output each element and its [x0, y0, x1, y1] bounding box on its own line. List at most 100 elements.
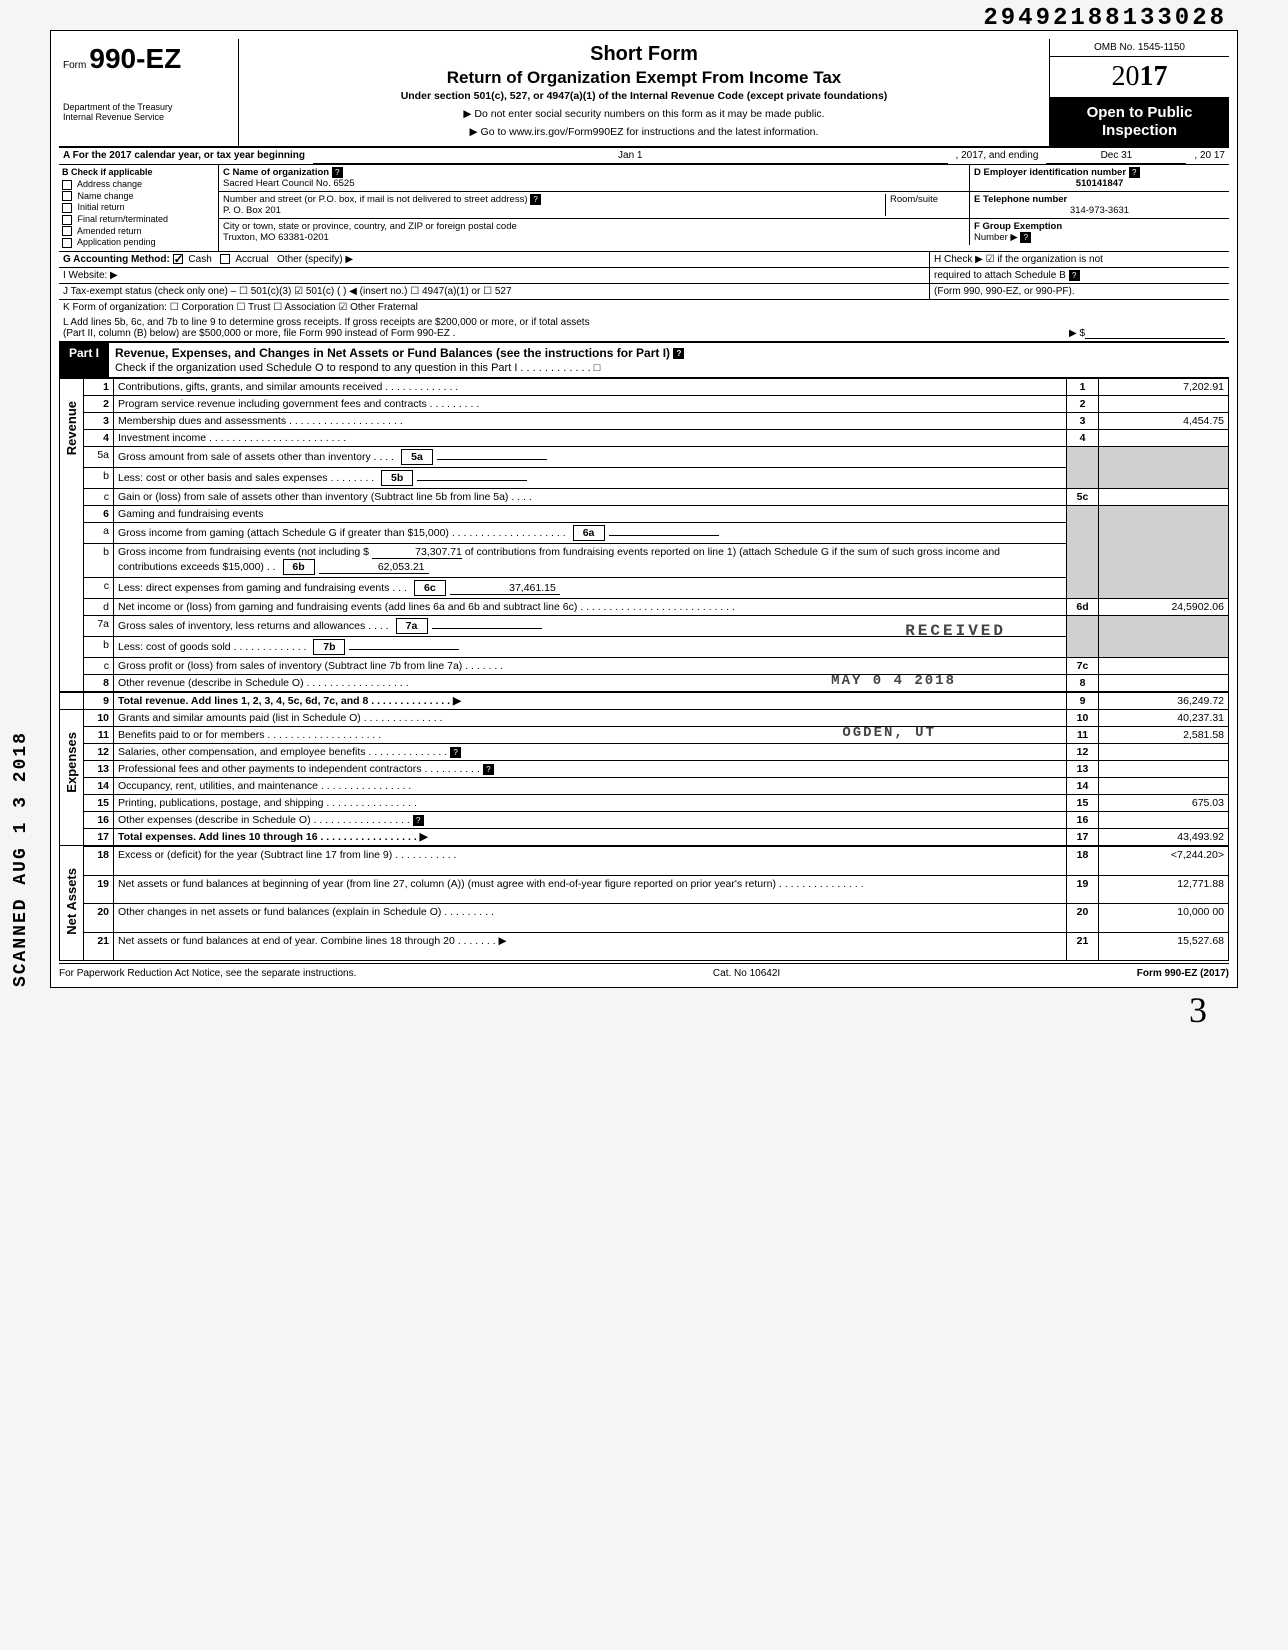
city-value: Truxton, MO 63381-0201	[223, 232, 329, 243]
help-icon[interactable]: ?	[673, 348, 684, 359]
line-k: K Form of organization: ☐ Corporation ☐ …	[59, 300, 1229, 315]
table-row: 16 Other expenses (describe in Schedule …	[60, 811, 1229, 828]
table-row: 3 Membership dues and assessments . . . …	[60, 412, 1229, 429]
table-row: 7a Gross sales of inventory, less return…	[60, 615, 1229, 636]
amount-10: 40,237.31	[1099, 709, 1229, 726]
table-row: 8 Other revenue (describe in Schedule O)…	[60, 674, 1229, 692]
form-prefix: Form	[63, 60, 86, 71]
table-row: b Gross income from fundraising events (…	[60, 543, 1229, 577]
expenses-side-label: Expenses	[60, 709, 84, 846]
checkbox[interactable]	[62, 180, 72, 190]
table-row: 9 Total revenue. Add lines 1, 2, 3, 4, 5…	[60, 692, 1229, 710]
open-to-public: Open to Public Inspection	[1050, 98, 1229, 146]
form-number: 990-EZ	[89, 43, 181, 74]
tax-year: 2017	[1050, 57, 1229, 98]
line-l: L Add lines 5b, 6c, and 7b to line 9 to …	[59, 315, 1229, 341]
checkbox[interactable]	[62, 215, 72, 225]
help-icon[interactable]: ?	[1129, 167, 1140, 178]
checkbox[interactable]	[62, 226, 72, 236]
scanned-stamp: SCANNED AUG 1 3 2018	[11, 731, 31, 987]
table-row: 6 Gaming and fundraising events	[60, 505, 1229, 522]
amount-15: 675.03	[1099, 794, 1229, 811]
catalog-number: Cat. No 10642I	[713, 968, 780, 979]
amount-21: 15,527.68	[1099, 932, 1229, 960]
checkbox-label: Address change	[77, 179, 142, 189]
org-name: Sacred Heart Council No. 6525	[223, 178, 355, 189]
checkbox[interactable]	[62, 238, 72, 248]
form-header: Form 990-EZ Department of the Treasury I…	[59, 39, 1229, 148]
ein-label: D Employer identification number	[974, 167, 1126, 178]
amount-20: 10,000 00	[1099, 904, 1229, 932]
col-b-checkboxes: B Check if applicable Address change Nam…	[59, 165, 219, 251]
line-g-h: G Accounting Method: Cash Accrual Other …	[59, 252, 1229, 268]
table-row: 17 Total expenses. Add lines 10 through …	[60, 828, 1229, 846]
treasury-dept: Department of the Treasury Internal Reve…	[63, 103, 234, 123]
accrual-checkbox[interactable]	[220, 254, 230, 264]
amount-18: <7,244.20>	[1099, 846, 1229, 875]
help-icon[interactable]: ?	[483, 764, 494, 775]
table-row: 21 Net assets or fund balances at end of…	[60, 932, 1229, 960]
table-row: 12 Salaries, other compensation, and emp…	[60, 743, 1229, 760]
table-row: a Gross income from gaming (attach Sched…	[60, 522, 1229, 543]
page-footer: For Paperwork Reduction Act Notice, see …	[59, 963, 1229, 979]
table-row: c Gross profit or (loss) from sales of i…	[60, 657, 1229, 674]
table-row: b Less: cost of goods sold . . . . . . .…	[60, 636, 1229, 657]
ssn-warning: ▶ Do not enter social security numbers o…	[247, 108, 1041, 120]
amount-19: 12,771.88	[1099, 875, 1229, 903]
amount-11: 2,581.58	[1099, 726, 1229, 743]
phone-value: 314-973-3631	[974, 205, 1225, 216]
address-label: Number and street (or P.O. box, if mail …	[223, 194, 528, 205]
instructions-link: ▶ Go to www.irs.gov/Form990EZ for instru…	[247, 126, 1041, 138]
table-row: 15 Printing, publications, postage, and …	[60, 794, 1229, 811]
line-a: A For the 2017 calendar year, or tax yea…	[59, 148, 1229, 165]
line-i: I Website: ▶ required to attach Schedule…	[59, 268, 1229, 284]
part-i-table: Revenue 1 Contributions, gifts, grants, …	[59, 378, 1229, 961]
phone-label: E Telephone number	[974, 194, 1067, 205]
table-row: b Less: cost or other basis and sales ex…	[60, 467, 1229, 488]
help-icon[interactable]: ?	[413, 815, 424, 826]
checkbox[interactable]	[62, 191, 72, 201]
address-value: P. O. Box 201	[223, 205, 281, 216]
part-i-subtitle: Check if the organization used Schedule …	[115, 362, 1223, 374]
help-icon[interactable]: ?	[530, 194, 541, 205]
table-row: 20 Other changes in net assets or fund b…	[60, 904, 1229, 932]
table-row: 5a Gross amount from sale of assets othe…	[60, 446, 1229, 467]
table-row: 14 Occupancy, rent, utilities, and maint…	[60, 777, 1229, 794]
net-assets-side-label: Net Assets	[60, 846, 84, 961]
table-row: 13 Professional fees and other payments …	[60, 760, 1229, 777]
part-i-header: Part I Revenue, Expenses, and Changes in…	[59, 341, 1229, 378]
table-row: c Gain or (loss) from sale of assets oth…	[60, 488, 1229, 505]
help-icon[interactable]: ?	[1020, 232, 1031, 243]
checkbox[interactable]	[62, 203, 72, 213]
checkbox-label: Application pending	[77, 237, 156, 247]
checkbox-label: Amended return	[77, 226, 142, 236]
table-row: Revenue 1 Contributions, gifts, grants, …	[60, 378, 1229, 395]
short-form-label: Short Form	[247, 43, 1041, 66]
table-row: Expenses 10 Grants and similar amounts p…	[60, 709, 1229, 726]
group-exemption-label: F Group Exemption	[974, 221, 1062, 232]
form-page: 29492188133028 SCANNED AUG 1 3 2018 Form…	[50, 30, 1238, 988]
org-name-label: C Name of organization	[223, 167, 329, 178]
paperwork-notice: For Paperwork Reduction Act Notice, see …	[59, 968, 356, 979]
help-icon[interactable]: ?	[1069, 270, 1080, 281]
under-section: Under section 501(c), 527, or 4947(a)(1)…	[247, 90, 1041, 102]
cash-checkbox[interactable]	[173, 254, 183, 264]
table-row: d Net income or (loss) from gaming and f…	[60, 598, 1229, 615]
checkbox-label: Final return/terminated	[78, 214, 169, 224]
amount-1: 7,202.91	[1099, 378, 1229, 395]
help-icon[interactable]: ?	[450, 747, 461, 758]
ogden-stamp: OGDEN, UT	[842, 725, 936, 741]
line-j: J Tax-exempt status (check only one) – ☐…	[59, 284, 1229, 300]
table-row: c Less: direct expenses from gaming and …	[60, 577, 1229, 598]
table-row: 19 Net assets or fund balances at beginn…	[60, 875, 1229, 903]
part-i-label: Part I	[59, 343, 109, 377]
help-icon[interactable]: ?	[332, 167, 343, 178]
table-row: 4 Investment income . . . . . . . . . . …	[60, 429, 1229, 446]
checkbox-label: Name change	[78, 191, 134, 201]
table-row: 11 Benefits paid to or for members . . .…	[60, 726, 1229, 743]
return-title: Return of Organization Exempt From Incom…	[247, 68, 1041, 88]
h-line1: H Check ▶ ☑ if the organization is not	[934, 254, 1225, 265]
room-suite-label: Room/suite	[890, 194, 938, 205]
table-row: 2 Program service revenue including gove…	[60, 395, 1229, 412]
part-i-title: Revenue, Expenses, and Changes in Net As…	[115, 346, 670, 360]
